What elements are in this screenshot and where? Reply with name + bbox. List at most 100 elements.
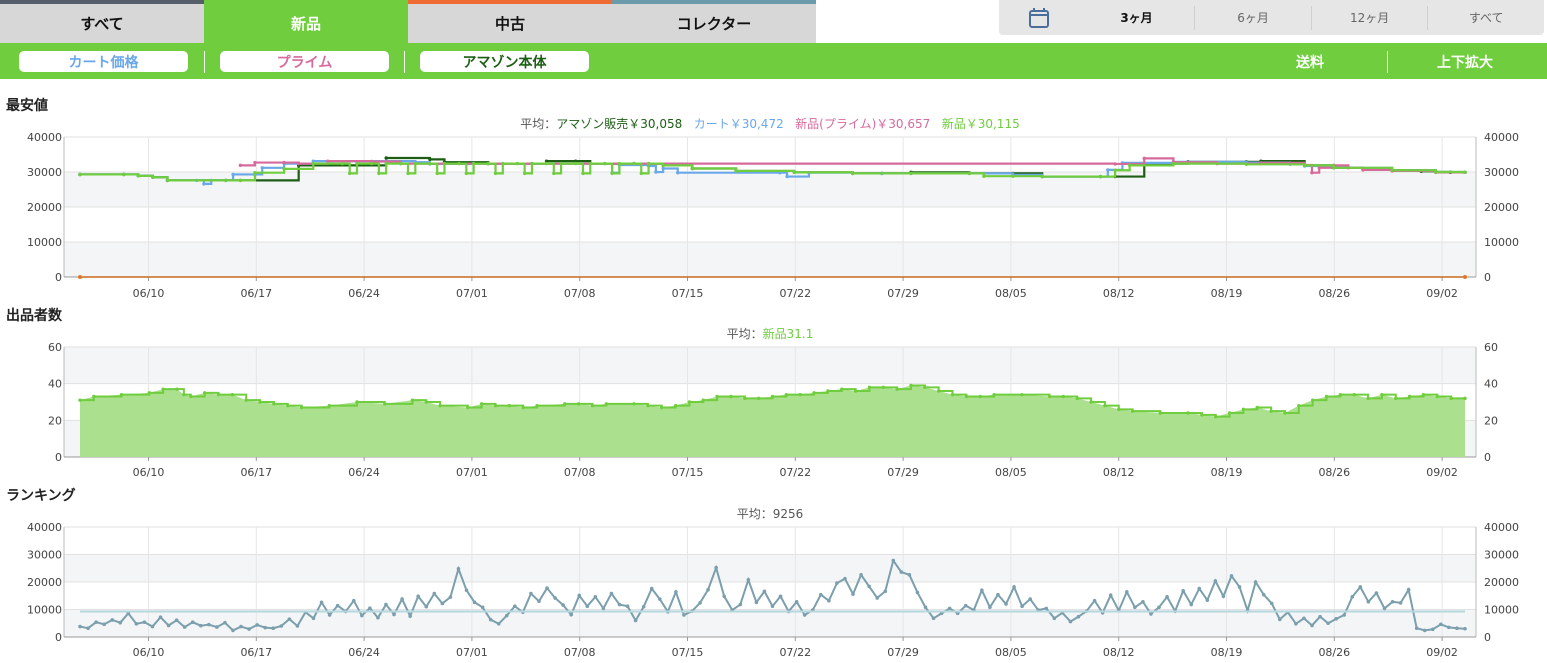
data-point	[559, 161, 563, 166]
data-point	[343, 609, 348, 614]
y-tick-label: 40000	[27, 131, 62, 144]
plot-band	[64, 383, 1476, 421]
data-point	[215, 625, 219, 629]
data-point	[646, 403, 650, 408]
data-point	[78, 172, 82, 177]
data-point	[1244, 160, 1249, 165]
data-point	[1288, 162, 1292, 166]
y-tick-label: 60	[48, 341, 62, 354]
range-6months[interactable]: 6ヶ月	[1194, 5, 1311, 30]
data-point	[537, 599, 541, 604]
calendar-button[interactable]	[999, 0, 1079, 35]
data-point	[1302, 163, 1307, 168]
y-tick-label: 10000	[27, 236, 62, 249]
data-point	[1004, 602, 1008, 606]
data-point	[738, 602, 743, 607]
data-point	[166, 623, 171, 628]
data-point	[118, 620, 123, 625]
data-point	[660, 405, 664, 410]
data-point	[770, 394, 775, 399]
data-point	[1047, 394, 1052, 399]
data-point	[762, 589, 767, 594]
data-point	[1020, 392, 1024, 397]
data-point	[413, 160, 418, 164]
range-3months[interactable]: 3ヶ月	[1120, 11, 1153, 25]
tab-all-label: すべて	[80, 15, 124, 33]
data-point	[134, 622, 139, 626]
data-point	[1326, 621, 1330, 626]
cart-price-toggle[interactable]: カート価格	[19, 51, 188, 72]
data-point	[1302, 616, 1306, 621]
data-point	[729, 394, 733, 399]
data-point	[1449, 396, 1453, 401]
amazon-toggle[interactable]: アマゾン本体	[420, 51, 589, 72]
data-point	[119, 392, 124, 397]
legend-entry: カート￥30,472	[682, 117, 783, 131]
data-point	[810, 608, 815, 612]
plot-band	[64, 420, 1476, 457]
data-point	[1133, 605, 1137, 610]
data-point	[327, 403, 331, 408]
data-point	[792, 170, 797, 175]
data-point	[1261, 592, 1266, 597]
data-point	[1390, 169, 1394, 173]
data-point	[122, 172, 126, 177]
prime-toggle[interactable]: プライム	[220, 51, 389, 72]
legend-entry: アマゾン販売￥30,058	[556, 116, 682, 131]
data-point	[161, 387, 165, 391]
x-tick-label: 06/10	[133, 646, 165, 659]
data-point	[189, 394, 193, 399]
data-point	[1113, 174, 1117, 179]
data-point	[486, 161, 490, 166]
data-point	[1286, 610, 1290, 615]
data-point	[603, 161, 607, 166]
data-point	[1103, 403, 1107, 408]
data-point	[754, 600, 759, 605]
x-tick-label: 08/12	[1103, 466, 1135, 479]
data-point	[244, 398, 248, 402]
x-tick-label: 07/22	[779, 646, 811, 659]
tab-used[interactable]: 中古	[408, 0, 612, 43]
data-point	[746, 578, 751, 582]
data-point	[601, 606, 606, 611]
data-point	[1061, 394, 1066, 399]
data-point	[883, 589, 888, 594]
data-point	[448, 595, 453, 599]
shipping-toggle[interactable]: 送料	[1296, 55, 1324, 71]
x-tick-label: 09/02	[1426, 466, 1458, 479]
data-point	[406, 171, 410, 176]
data-point	[955, 611, 960, 616]
data-point	[676, 171, 680, 175]
divider	[1387, 51, 1388, 73]
data-point	[798, 392, 802, 397]
tab-all[interactable]: すべて	[0, 0, 204, 43]
sellers-chart-title: 出品者数	[6, 308, 62, 324]
legend-prefix: 平均：	[520, 117, 556, 131]
data-point	[263, 625, 268, 630]
data-point	[1318, 614, 1322, 619]
range-12months[interactable]: 12ヶ月	[1310, 5, 1428, 30]
data-point	[299, 405, 304, 410]
x-tick-label: 07/15	[672, 646, 704, 659]
data-point	[553, 596, 557, 600]
tab-new[interactable]: 新品	[204, 0, 408, 43]
data-point	[1113, 168, 1117, 172]
legend-entry: 新品31.1	[763, 326, 814, 341]
data-point	[296, 161, 301, 166]
data-point	[1076, 614, 1081, 619]
data-point	[1098, 174, 1103, 179]
data-point	[209, 178, 213, 183]
data-point	[1390, 600, 1395, 604]
data-point	[442, 160, 447, 164]
zoom-toggle[interactable]: 上下拡大	[1437, 55, 1493, 71]
data-point	[827, 598, 831, 603]
data-point	[504, 613, 509, 618]
data-point	[78, 624, 82, 629]
data-point	[1447, 625, 1451, 630]
data-point	[1269, 601, 1274, 606]
data-point	[850, 171, 855, 176]
data-point	[150, 624, 155, 629]
tab-collector[interactable]: コレクター	[612, 0, 816, 43]
range-all[interactable]: すべて	[1427, 5, 1544, 30]
y-tick-label-right: 10000	[1484, 236, 1519, 249]
